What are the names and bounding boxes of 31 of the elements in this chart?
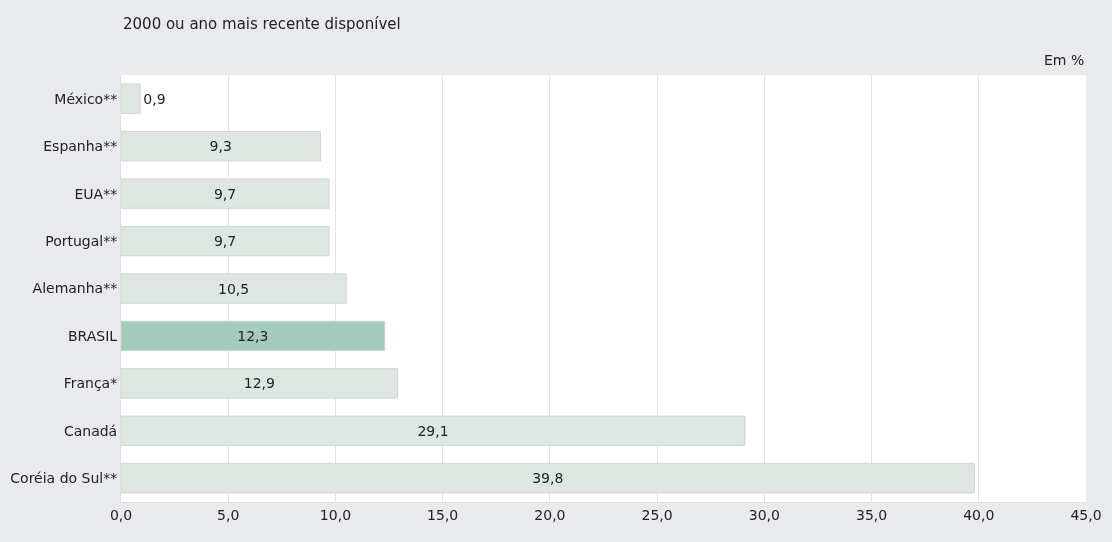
x-tick-label: 40,0 <box>963 506 995 523</box>
data-label: 12,3 <box>237 327 269 344</box>
data-label: 29,1 <box>417 422 449 439</box>
data-label: 9,3 <box>209 138 232 155</box>
y-tick-label: Portugal** <box>45 232 118 249</box>
y-tick-label: França* <box>63 375 118 392</box>
y-tick-label: Espanha** <box>43 138 118 155</box>
text: Em % <box>1044 52 1085 68</box>
y-tick-label: BRASIL <box>68 327 118 344</box>
y-tick-label: Alemanha** <box>32 280 118 297</box>
x-tick-label: 30,0 <box>748 506 780 523</box>
x-tick-label: 45,0 <box>1070 506 1102 523</box>
x-tick-label: 10,0 <box>319 506 352 523</box>
x-tick-label: 15,0 <box>427 506 459 523</box>
data-label: 0,9 <box>143 90 166 107</box>
x-tick-label: 35,0 <box>855 506 888 523</box>
data-label: 39,8 <box>532 470 564 487</box>
data-label: 9,7 <box>213 233 237 250</box>
chart-subtitle: 2000 ou ano mais recente disponível <box>123 15 401 33</box>
x-tick-label: 20,0 <box>534 506 566 523</box>
y-tick-label: Coréia do Sul** <box>10 470 118 487</box>
x-tick-label: 25,0 <box>641 506 673 523</box>
y-tick-label: México** <box>54 90 118 107</box>
x-tick-label: 0,0 <box>109 506 133 523</box>
bar <box>121 320 386 352</box>
x-tick-label: 5,0 <box>217 506 240 523</box>
data-label: 12,9 <box>243 375 275 392</box>
y-tick-label: EUA** <box>74 185 118 202</box>
data-label: 9,7 <box>213 185 237 202</box>
data-label: 10,5 <box>218 280 250 297</box>
y-tick-label: Canadá <box>63 422 118 439</box>
